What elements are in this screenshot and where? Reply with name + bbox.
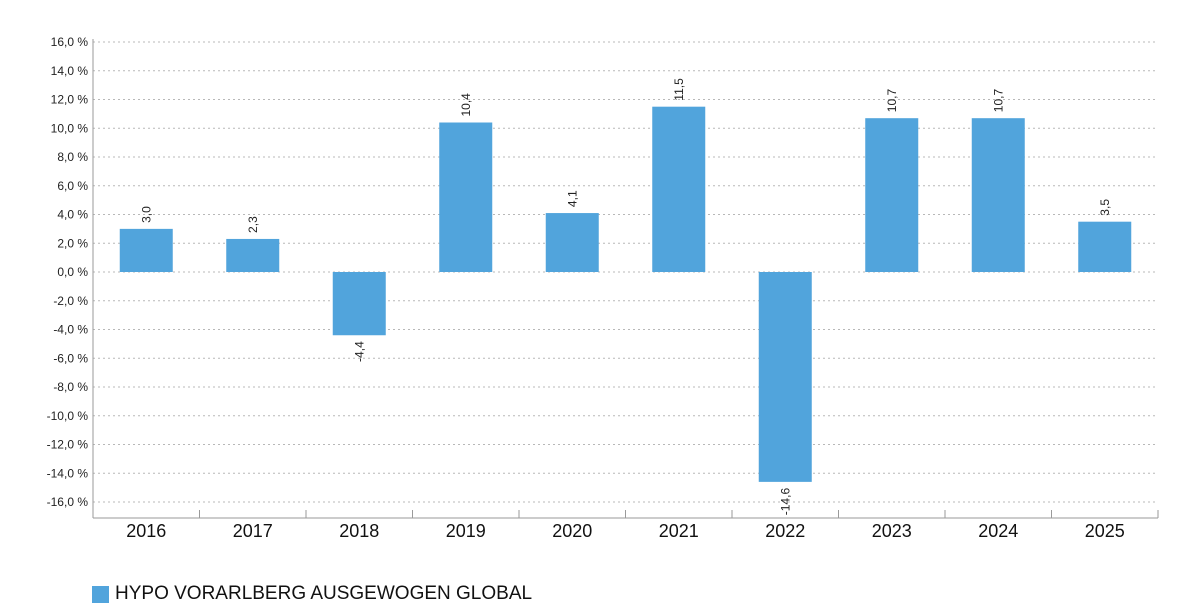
data-label: -14,6 bbox=[778, 488, 792, 516]
bar-2025 bbox=[1078, 221, 1132, 272]
y-tick-label: -4,0 % bbox=[53, 323, 88, 337]
y-tick-label: -10,0 % bbox=[47, 409, 89, 423]
y-tick-label: 12,0 % bbox=[51, 93, 89, 107]
x-tick-label: 2017 bbox=[233, 521, 273, 541]
data-label: 11,5 bbox=[672, 78, 686, 101]
y-tick-label: 0,0 % bbox=[57, 265, 88, 279]
y-tick-label: 4,0 % bbox=[57, 208, 88, 222]
bar-2021 bbox=[652, 106, 706, 272]
legend-swatch bbox=[92, 585, 109, 603]
x-tick-label: 2025 bbox=[1085, 521, 1125, 541]
y-tick-label: -14,0 % bbox=[47, 466, 89, 480]
data-label: 2,3 bbox=[246, 216, 260, 233]
y-tick-label: -2,0 % bbox=[53, 294, 88, 308]
bar-2022 bbox=[758, 272, 812, 482]
y-tick-label: 10,0 % bbox=[51, 121, 89, 135]
x-tick-label: 2023 bbox=[872, 521, 912, 541]
x-tick-label: 2021 bbox=[659, 521, 699, 541]
data-label: -4,4 bbox=[352, 341, 366, 362]
data-labels: 3,0 2,3 -4,4 10,4 4,1 11,5 -14,6 10,7 10,7 3,5 bbox=[139, 78, 1112, 515]
x-tick-label: 2019 bbox=[446, 521, 486, 541]
y-tick-label: 2,0 % bbox=[57, 236, 88, 250]
y-axis-tick-labels: 16,0 % 14,0 % 12,0 % 10,0 % 8,0 % 6,0 % 4,0 % 2… bbox=[47, 35, 89, 509]
legend: HYPO VORARLBERG AUSGEWOGEN GLOBAL bbox=[92, 583, 532, 605]
x-axis-tick-labels: 2016 2017 2018 2019 2020 2021 2022 2023 2024 2025 bbox=[126, 521, 1125, 541]
x-tick-label: 2016 bbox=[126, 521, 166, 541]
data-label: 10,7 bbox=[991, 89, 1005, 113]
x-tick-label: 2022 bbox=[765, 521, 805, 541]
bar-2018 bbox=[332, 272, 386, 336]
x-tick-label: 2020 bbox=[552, 521, 592, 541]
data-label: 4,1 bbox=[565, 190, 579, 207]
y-tick-label: 8,0 % bbox=[57, 150, 88, 164]
y-tick-label: -8,0 % bbox=[53, 380, 88, 394]
bar-2019 bbox=[439, 122, 493, 272]
y-tick-label: -12,0 % bbox=[47, 438, 89, 452]
bar-2017 bbox=[226, 238, 280, 272]
bar-2020 bbox=[545, 213, 599, 272]
y-tick-label: -6,0 % bbox=[53, 351, 88, 365]
data-label: 3,5 bbox=[1098, 199, 1112, 216]
axes bbox=[92, 39, 1159, 519]
data-label: 10,7 bbox=[885, 89, 899, 113]
y-tick-label: 6,0 % bbox=[57, 179, 88, 193]
x-tick-label: 2024 bbox=[978, 521, 1018, 541]
y-tick-label: 16,0 % bbox=[51, 35, 89, 49]
data-label: 10,4 bbox=[459, 93, 473, 117]
y-tick-label: 14,0 % bbox=[51, 64, 89, 78]
x-tick-label: 2018 bbox=[339, 521, 379, 541]
y-tick-label: -16,0 % bbox=[47, 495, 89, 509]
legend-label: HYPO VORARLBERG AUSGEWOGEN GLOBAL bbox=[115, 583, 533, 604]
bar-2023 bbox=[865, 118, 919, 272]
bars bbox=[119, 106, 1132, 482]
data-label: 3,0 bbox=[139, 206, 153, 223]
bar-2016 bbox=[119, 228, 173, 272]
bar-2024 bbox=[971, 118, 1025, 272]
